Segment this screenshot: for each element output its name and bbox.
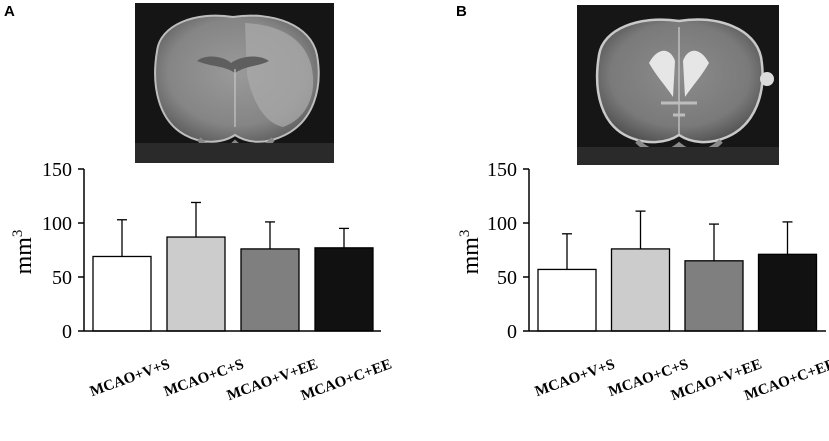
bar-b-4 [757,253,818,332]
y-tick-label-a-150: 150 [42,159,72,181]
y-axis-label-b: mm3 [457,230,484,275]
bars-b [537,248,818,332]
y-ticks-b: 0 50 100 150 [487,159,529,343]
y-ticks-a: 0 50 100 150 [42,159,84,343]
bars-a [92,236,374,332]
panel-letter-a: A [4,3,15,20]
y-tick-label-a-0: 0 [62,321,72,343]
mri-brain-slice-a [135,3,334,163]
mri-brain-slice-b [577,5,779,165]
y-tick-label-b-150: 150 [487,159,517,181]
error-bars-b [562,210,793,270]
y-tick-label-a-100: 100 [42,213,72,235]
y-tick-label-b-100: 100 [487,213,517,235]
y-tick-label-b-50: 50 [497,267,517,289]
error-bars-a [117,201,349,257]
y-tick-label-b-0: 0 [507,321,517,343]
bar-a-1 [92,255,152,332]
bar-a-4 [314,247,374,332]
y-tick-label-a-50: 50 [52,267,72,289]
panel-letter-b: B [456,3,467,20]
y-axis-label-a: mm3 [10,230,37,275]
bar-b-3 [684,260,744,332]
category-label-b-1: MCAO+V+S [533,356,617,400]
bar-b-2 [610,248,671,332]
bar-a-2 [166,236,226,332]
bar-b-1 [537,268,597,332]
